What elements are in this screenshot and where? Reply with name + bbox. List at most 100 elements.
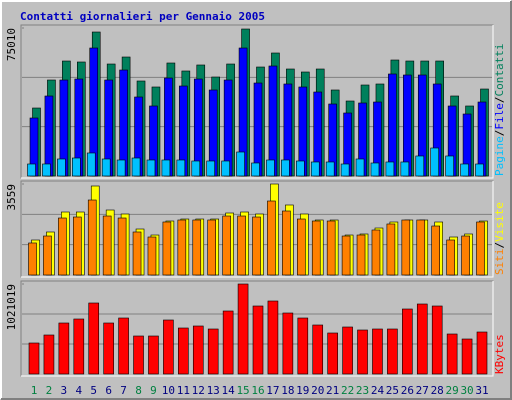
bar (461, 235, 470, 276)
x-tick-label: 7 (120, 384, 127, 397)
bar (27, 163, 36, 177)
bar (416, 219, 426, 276)
x-tick-label: 9 (150, 384, 157, 397)
legend: Pagine/File/Contatti (493, 44, 506, 176)
bar (446, 333, 458, 375)
bar (206, 160, 215, 177)
x-tick-label: 17 (266, 384, 279, 397)
x-tick-label: 18 (281, 384, 294, 397)
bar (133, 335, 144, 375)
bar (401, 219, 411, 276)
bar (388, 73, 397, 177)
bar (43, 334, 55, 375)
bar (131, 157, 141, 177)
bar (430, 147, 440, 177)
bar (296, 218, 306, 276)
bar (356, 234, 366, 276)
bar (312, 324, 324, 375)
bar (355, 158, 365, 177)
y-tick-label: 1021019 (5, 284, 18, 330)
x-tick-label: 13 (207, 384, 220, 397)
bar (148, 335, 159, 375)
bar (371, 229, 381, 276)
x-tick-label: 29 (446, 384, 459, 397)
x-tick-label: 10 (162, 384, 175, 397)
legend-entry: Siti (493, 249, 506, 276)
bar (101, 158, 111, 177)
bar (88, 302, 100, 375)
bar (327, 332, 338, 375)
bar (146, 159, 156, 177)
bar (460, 163, 469, 177)
bar (87, 199, 97, 276)
bar (163, 319, 174, 375)
bar (162, 221, 172, 276)
bar (475, 163, 484, 177)
x-tick-label: 4 (75, 384, 82, 397)
bar (311, 220, 321, 276)
bar (268, 65, 278, 177)
x-tick-label: 28 (431, 384, 444, 397)
bar (237, 283, 249, 375)
x-tick-label: 5 (90, 384, 97, 397)
bar (415, 155, 425, 177)
legend-separator: / (493, 130, 506, 137)
x-tick-label: 27 (416, 384, 429, 397)
x-tick-label: 31 (475, 384, 488, 397)
bar (207, 219, 216, 276)
x-tick-label: 12 (192, 384, 205, 397)
bar (431, 225, 441, 276)
bar (400, 161, 410, 177)
bar (326, 220, 336, 276)
bar (132, 231, 142, 276)
x-tick-label: 8 (135, 384, 142, 397)
legend-entry: File (493, 103, 506, 130)
x-tick-label: 11 (177, 384, 190, 397)
bar (266, 159, 275, 177)
legend-entry: Contatti (493, 44, 506, 97)
bar (207, 328, 219, 375)
bar (103, 322, 114, 375)
bar (386, 223, 396, 276)
bar (191, 160, 201, 177)
bar (372, 328, 383, 375)
bar (222, 310, 234, 375)
bar (446, 239, 455, 276)
bar (73, 318, 85, 375)
x-tick-label: 16 (251, 384, 264, 397)
bar (251, 162, 260, 177)
x-tick-label: 3 (61, 384, 68, 397)
bar (192, 325, 204, 375)
legend: KBytes (493, 334, 506, 374)
bar (102, 215, 112, 276)
bar (42, 163, 51, 177)
bar (192, 219, 202, 276)
bar (340, 163, 350, 177)
y-tick-label: 75010 (5, 28, 18, 61)
bar (147, 236, 157, 276)
bar (402, 308, 413, 375)
x-tick-label: 30 (460, 384, 473, 397)
plot-bevel (21, 25, 494, 179)
bar (236, 151, 245, 177)
legend-entry: KBytes (493, 334, 506, 374)
bar (72, 157, 81, 177)
bar (117, 217, 127, 276)
legend: Siti/Visite (493, 202, 506, 275)
bar (357, 329, 368, 375)
bar (252, 216, 261, 276)
x-tick-label: 24 (371, 384, 385, 397)
bar (461, 338, 473, 375)
bar (342, 326, 353, 375)
bar (476, 221, 485, 276)
legend-entry: Visite (493, 202, 506, 242)
x-tick-label: 2 (46, 384, 53, 397)
bar (73, 216, 82, 276)
bar (161, 159, 171, 177)
bar (176, 159, 186, 177)
chart-title: Contatti giornalieri per Gennaio 2005 (20, 10, 265, 23)
y-tick-label: 3559 (5, 184, 18, 211)
